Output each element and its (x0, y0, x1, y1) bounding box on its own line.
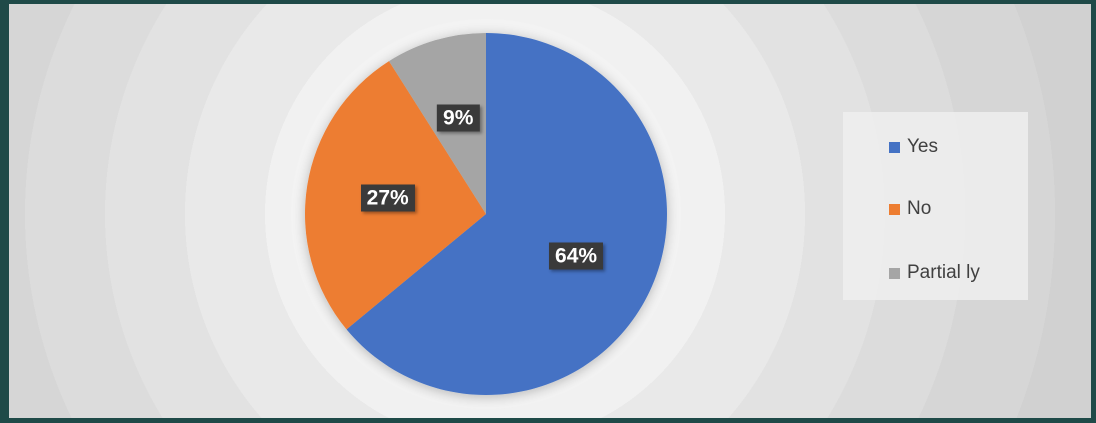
legend-label-yes: Yes (907, 136, 938, 157)
legend-label-no: No (907, 198, 932, 219)
legend-item-yes: Yes (889, 136, 938, 158)
pie-slice-yes (346, 33, 667, 395)
legend-label-partially: Partial ly (907, 262, 980, 283)
legend-swatch-yes (889, 141, 900, 153)
data-label-partially: 9% (437, 104, 480, 132)
legend-item-no: No (889, 198, 931, 220)
chart-area: 64% 27% 9% Yes No Partial ly (9, 4, 1091, 418)
legend-swatch-no (889, 203, 900, 215)
legend: Yes No Partial ly (843, 112, 1028, 300)
data-label-yes: 64% (549, 242, 604, 270)
data-label-no: 27% (360, 184, 415, 212)
legend-item-partially: Partial ly (889, 262, 980, 284)
legend-swatch-partially (889, 267, 900, 279)
